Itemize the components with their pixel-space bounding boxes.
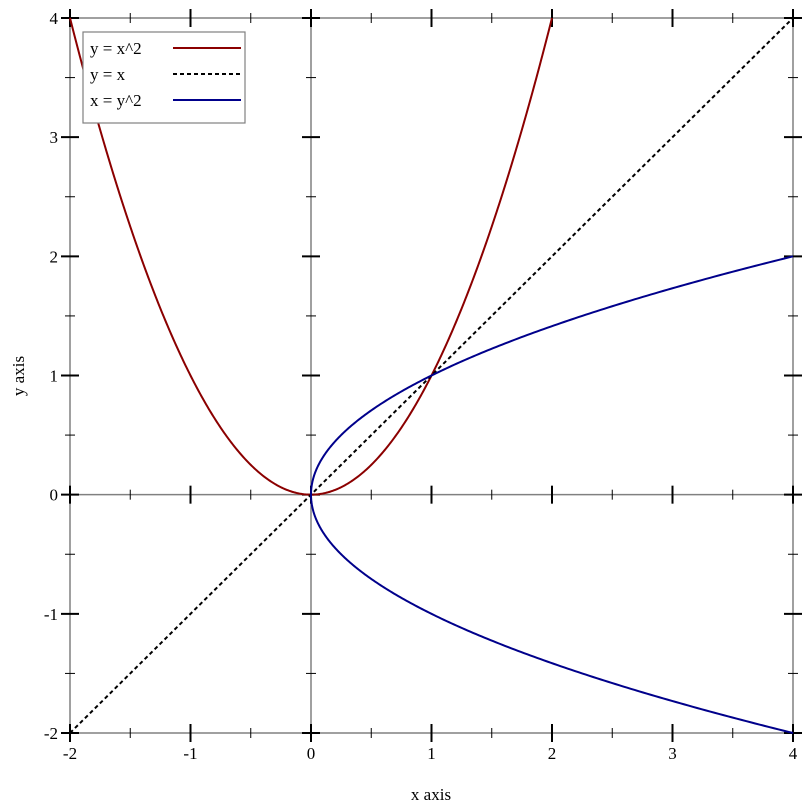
x-tick-label: 0 bbox=[307, 744, 316, 763]
y-tick-label: -2 bbox=[44, 724, 58, 743]
series-line-x-y-2 bbox=[309, 255, 794, 734]
x-tick-label: -2 bbox=[63, 744, 77, 763]
legend: y = x^2 y = x x = y^2 bbox=[82, 31, 246, 124]
x-tick-label: 3 bbox=[668, 744, 677, 763]
legend-label: y = x bbox=[90, 65, 126, 84]
x-axis-label: x axis bbox=[411, 785, 451, 804]
plot-curves bbox=[69, 17, 794, 734]
x-tick-label: -1 bbox=[183, 744, 197, 763]
y-axis-label: y axis bbox=[9, 356, 28, 396]
axes: -2 -1 0 1 2 3 4 -2 -1 0 1 2 3 4 bbox=[44, 9, 802, 763]
y-tick-label: -1 bbox=[44, 605, 58, 624]
series-line-y-x bbox=[69, 17, 794, 734]
y-tick-label: 1 bbox=[50, 367, 59, 386]
legend-label: y = x^2 bbox=[90, 39, 142, 58]
legend-label: x = y^2 bbox=[90, 91, 142, 110]
y-tick-label: 2 bbox=[50, 247, 59, 266]
y-tick-label: 3 bbox=[50, 128, 59, 147]
y-tick-label: 4 bbox=[50, 9, 59, 28]
x-tick-label: 2 bbox=[548, 744, 557, 763]
x-tick-label: 4 bbox=[789, 744, 798, 763]
y-tick-label: 0 bbox=[50, 486, 59, 505]
x-tick-label: 1 bbox=[427, 744, 436, 763]
